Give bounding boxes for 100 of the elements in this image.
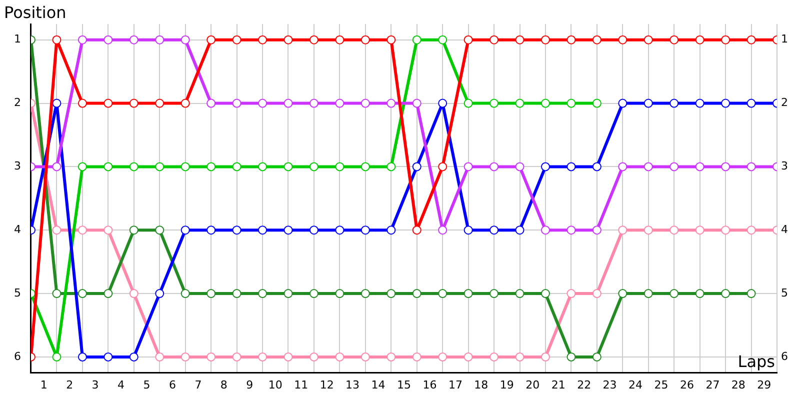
point xyxy=(309,289,318,298)
point xyxy=(490,226,499,235)
x-tick-label: 28 xyxy=(731,378,746,392)
y-tick-label: 2 xyxy=(14,96,21,110)
point xyxy=(360,226,370,235)
point xyxy=(284,162,293,172)
point xyxy=(438,226,448,235)
point xyxy=(52,226,62,235)
point xyxy=(309,98,318,108)
point xyxy=(566,289,576,298)
point xyxy=(566,352,576,362)
point xyxy=(232,162,242,172)
point xyxy=(180,352,190,362)
point xyxy=(52,162,62,172)
y-tick-label: 1 xyxy=(14,32,21,46)
point xyxy=(412,226,422,235)
y2-tick-label: 3 xyxy=(781,160,788,173)
point xyxy=(618,162,628,172)
point xyxy=(360,352,370,362)
point xyxy=(746,162,756,172)
x-tick-label: 4 xyxy=(118,378,125,392)
y-tick-label: 6 xyxy=(14,350,21,363)
point xyxy=(180,98,190,108)
point xyxy=(129,35,138,44)
point xyxy=(258,289,268,298)
point xyxy=(746,35,756,44)
x-tick-label: 9 xyxy=(246,378,254,392)
point xyxy=(335,162,344,172)
y2-tick-label: 4 xyxy=(781,222,788,236)
x-tick-label: 7 xyxy=(194,378,202,392)
point xyxy=(104,162,113,172)
point xyxy=(284,226,293,235)
point xyxy=(695,226,704,235)
point xyxy=(104,98,113,108)
point xyxy=(309,352,318,362)
point xyxy=(721,289,730,298)
point xyxy=(670,98,679,108)
point xyxy=(309,35,318,44)
point xyxy=(180,162,190,172)
x-tick-label: 23 xyxy=(602,378,617,392)
point xyxy=(335,289,344,298)
point xyxy=(592,162,602,172)
point xyxy=(644,35,653,44)
point xyxy=(464,35,473,44)
point xyxy=(515,35,524,44)
point xyxy=(644,289,653,298)
point xyxy=(592,226,602,235)
point xyxy=(180,226,190,235)
point xyxy=(618,289,628,298)
x-tick-label: 17 xyxy=(448,378,462,392)
point xyxy=(78,162,87,172)
point xyxy=(258,352,268,362)
point xyxy=(540,35,550,44)
x-tick-label: 19 xyxy=(500,378,514,392)
point xyxy=(386,289,396,298)
point xyxy=(438,352,448,362)
point xyxy=(78,289,87,298)
point xyxy=(206,162,216,172)
point xyxy=(52,289,62,298)
y2-tick-label: 2 xyxy=(781,96,788,110)
point xyxy=(284,352,293,362)
x-tick-label: 13 xyxy=(346,378,360,392)
y2-tick-label: 5 xyxy=(781,286,788,300)
point xyxy=(104,226,113,235)
point xyxy=(670,226,679,235)
point xyxy=(566,98,576,108)
point xyxy=(155,162,164,172)
x-tick-label: 3 xyxy=(92,378,99,392)
point xyxy=(438,162,448,172)
x-tick-label: 20 xyxy=(526,378,540,392)
point xyxy=(360,35,370,44)
point xyxy=(515,226,524,235)
point xyxy=(515,162,524,172)
point xyxy=(335,35,344,44)
point xyxy=(104,352,113,362)
point xyxy=(592,289,602,298)
point xyxy=(284,289,293,298)
point xyxy=(540,98,550,108)
point xyxy=(155,352,164,362)
point xyxy=(490,352,499,362)
x-tick-label: 12 xyxy=(320,378,334,392)
point xyxy=(464,98,473,108)
y-tick-label: 4 xyxy=(14,222,21,236)
x-tick-label: 25 xyxy=(654,378,668,392)
point xyxy=(515,352,524,362)
point xyxy=(515,289,524,298)
point xyxy=(670,162,679,172)
point xyxy=(412,289,422,298)
point xyxy=(438,289,448,298)
point xyxy=(360,289,370,298)
point xyxy=(52,352,62,362)
point xyxy=(309,226,318,235)
point xyxy=(232,226,242,235)
point xyxy=(490,35,499,44)
x-tick-label: 8 xyxy=(220,378,228,392)
point xyxy=(78,226,87,235)
point xyxy=(592,98,602,108)
point xyxy=(464,352,473,362)
point xyxy=(695,98,704,108)
point xyxy=(490,98,499,108)
